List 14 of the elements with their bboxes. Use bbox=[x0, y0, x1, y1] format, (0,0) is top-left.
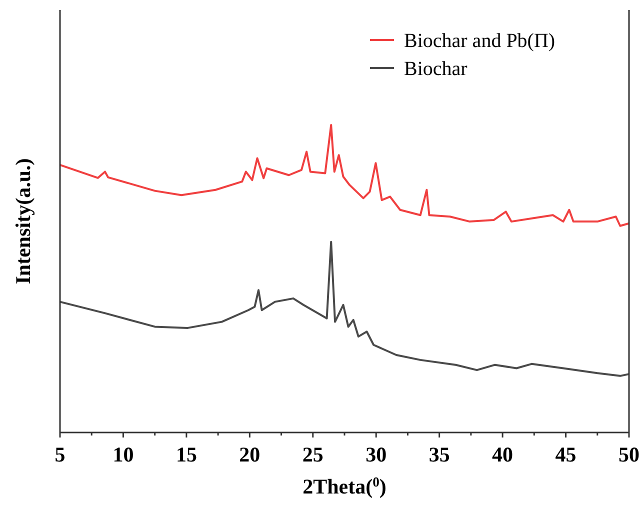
x-tick-label: 50 bbox=[618, 442, 640, 466]
legend-label: Biochar and Pb(Π) bbox=[404, 30, 556, 52]
x-tick-label: 25 bbox=[302, 442, 324, 466]
x-tick-label: 10 bbox=[112, 442, 134, 466]
x-tick-label: 30 bbox=[366, 442, 387, 466]
x-tick-label: 40 bbox=[492, 442, 514, 466]
x-tick-label: 15 bbox=[176, 442, 197, 466]
x-tick-label: 35 bbox=[428, 442, 450, 466]
y-axis-title: Intensity(a.u.) bbox=[11, 158, 35, 284]
legend-label: Biochar bbox=[404, 58, 468, 80]
x-axis-title: 2Theta($^{0}$) bbox=[302, 474, 386, 498]
x-tick-label: 20 bbox=[239, 442, 260, 466]
x-tick-label: 5 bbox=[54, 442, 66, 466]
x-tick-label: 45 bbox=[555, 442, 576, 466]
